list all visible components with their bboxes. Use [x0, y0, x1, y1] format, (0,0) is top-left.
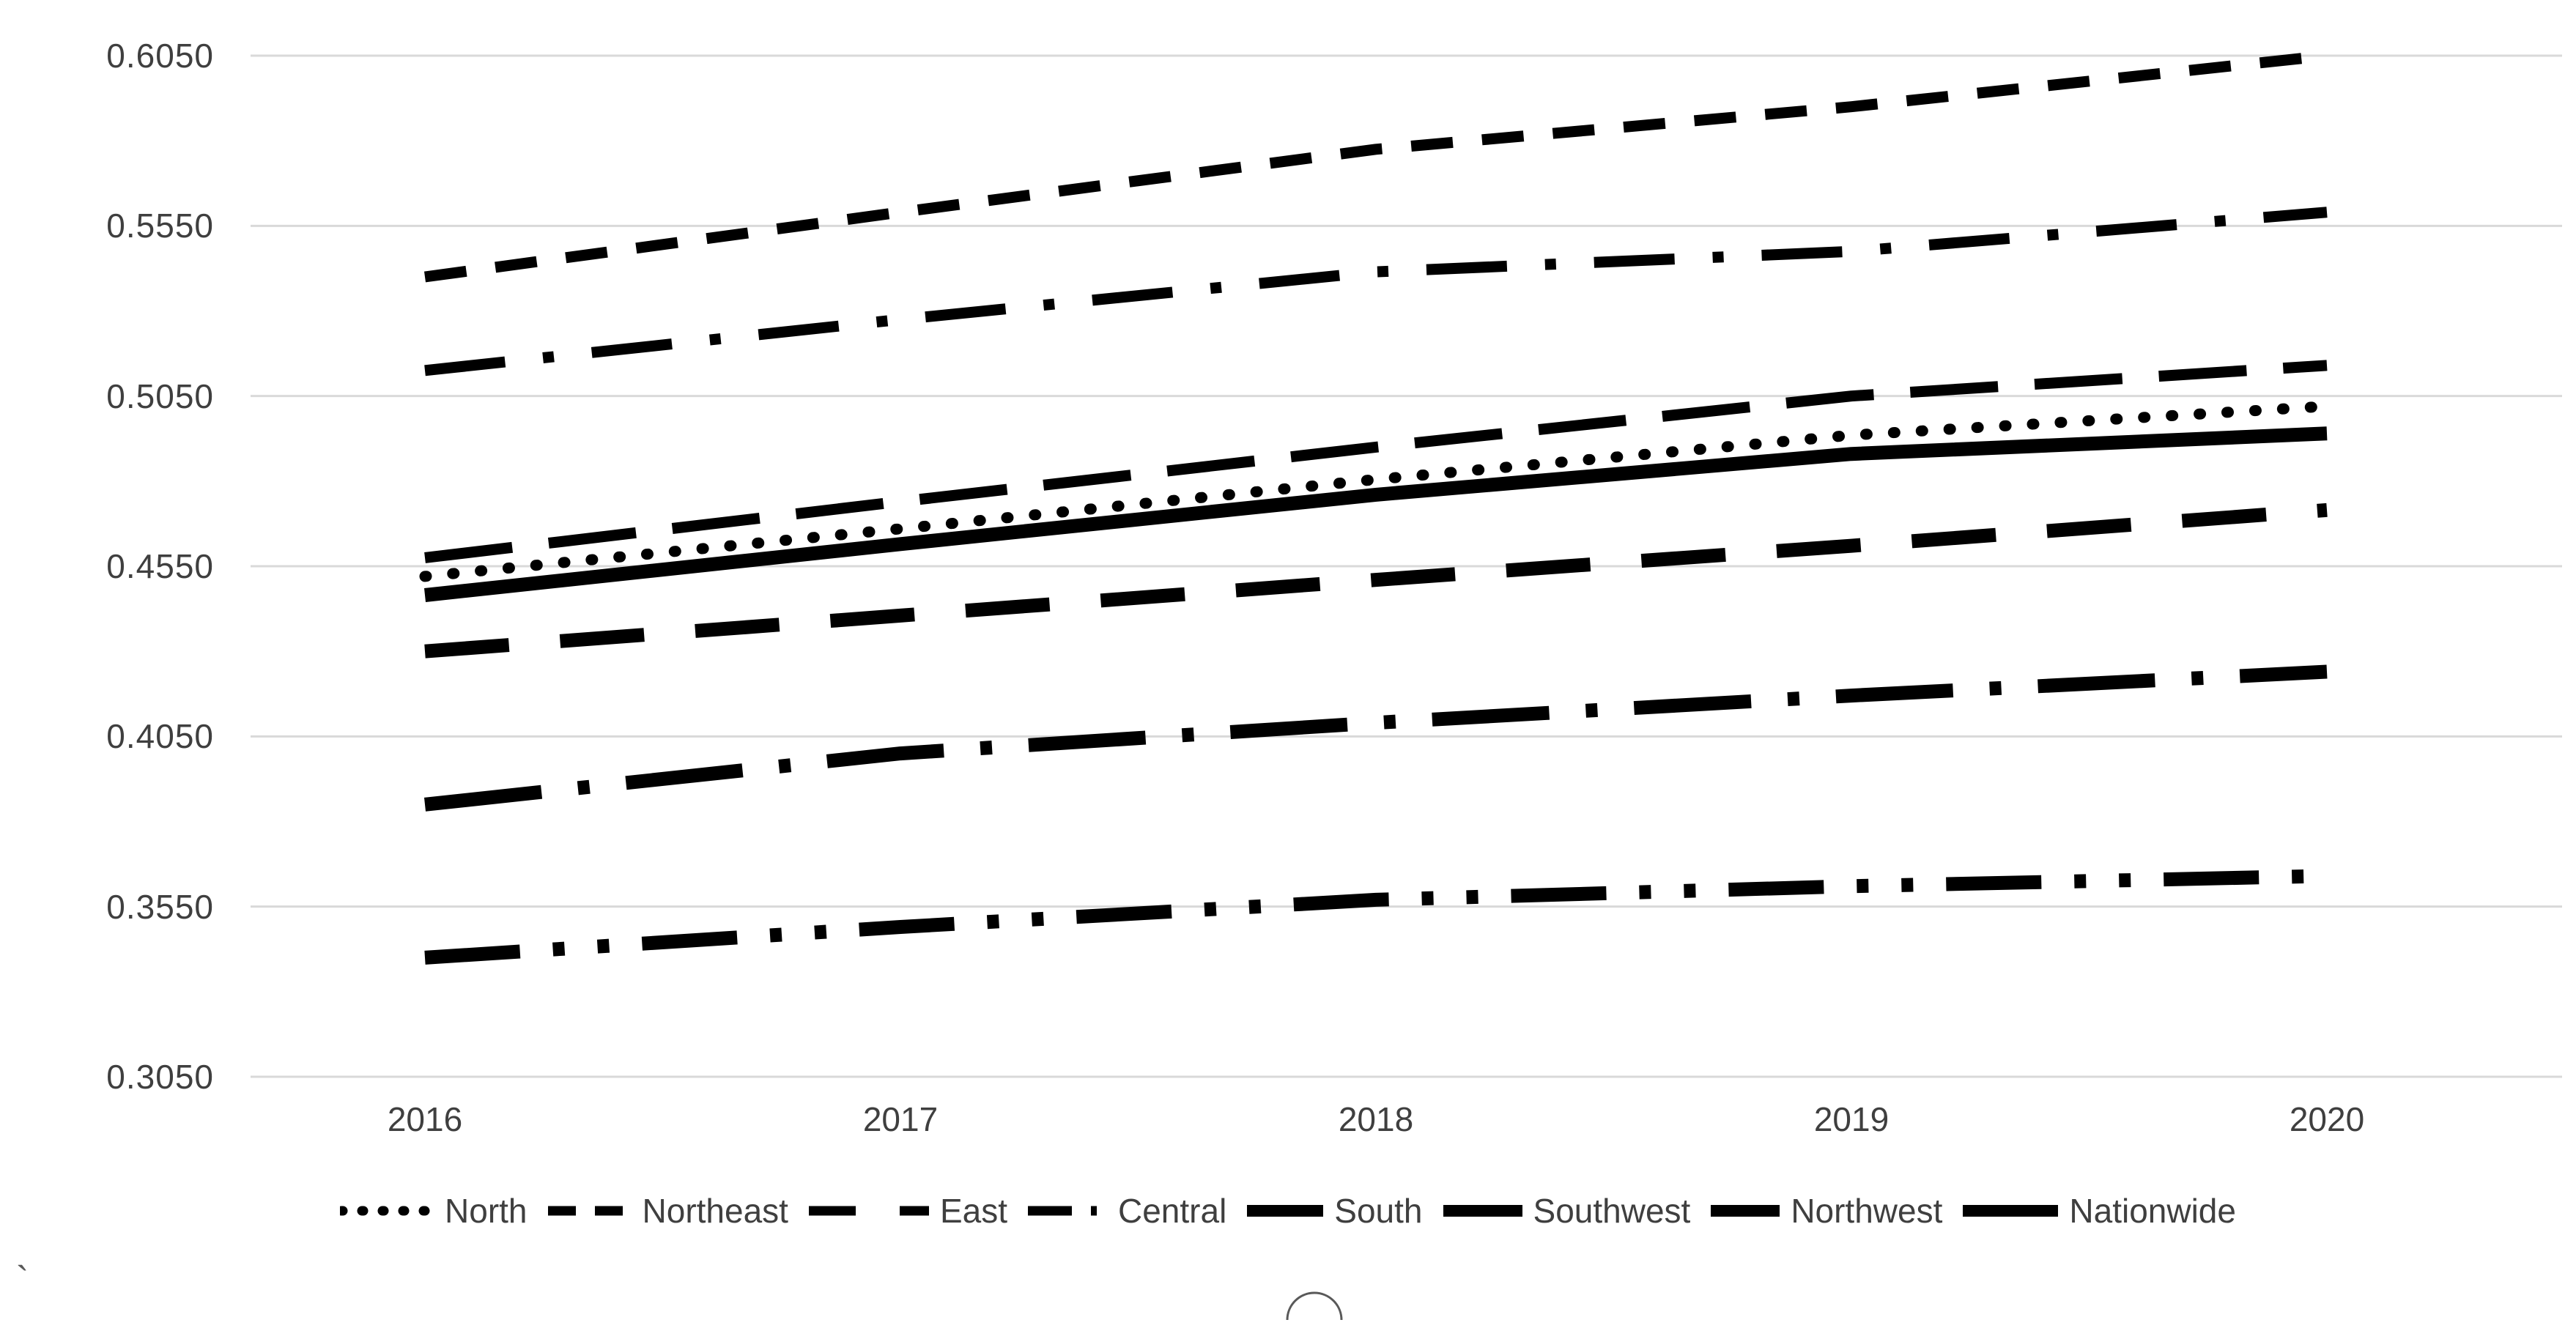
series-line-south: [423, 664, 2328, 812]
legend-item-north: North: [340, 1191, 528, 1231]
legend-marker-thick-dash-icon: [1247, 1205, 1324, 1217]
gridlines: [251, 54, 2562, 1078]
legend-item-southwest: Southwest: [1442, 1191, 1691, 1231]
legend-label: Nationwide: [2069, 1192, 2236, 1230]
legend-item-northwest: Northwest: [1709, 1191, 1942, 1231]
legend-label: South: [1334, 1192, 1423, 1230]
legend-marker-long-dash-icon: [808, 1206, 929, 1216]
y-axis-tick-label: 0.6050: [106, 37, 214, 75]
y-axis-tick-label: 0.5050: [106, 377, 214, 415]
legend-item-nationwide: Nationwide: [1961, 1191, 2236, 1231]
legend-label: Central: [1118, 1192, 1227, 1230]
x-axis-tick-label: 2020: [2289, 1100, 2365, 1138]
series-line-north: [419, 401, 2333, 582]
y-axis-tick-label: 0.5550: [106, 207, 214, 245]
y-axis-tick-label: 0.3050: [106, 1058, 214, 1096]
legend-label: Northeast: [642, 1192, 788, 1230]
x-axis-tick-label: 2017: [862, 1100, 939, 1138]
legend-item-central: Central: [1026, 1191, 1226, 1231]
x-axis-tick-label: 2018: [1338, 1100, 1414, 1138]
legend-marker-dotted-icon: [340, 1206, 436, 1216]
legend-marker-thick-dash-icon: [1711, 1205, 1780, 1217]
legend-label: North: [445, 1192, 528, 1230]
x-axis-tick-label: 2019: [1813, 1100, 1890, 1138]
x-axis-tick-label: 2016: [387, 1100, 463, 1138]
legend-item-northeast: Northeast: [547, 1191, 788, 1231]
series-lines: [419, 50, 2333, 965]
legend-marker-solid-icon: [1963, 1205, 2059, 1217]
series-line-southwest: [424, 502, 2328, 659]
series-line-east: [424, 360, 2328, 563]
legend-item-south: South: [1246, 1191, 1423, 1231]
legend-label: Northwest: [1791, 1192, 1943, 1230]
y-axis-tick-label: 0.3550: [106, 888, 214, 926]
legend-marker-dash-dot-icon: [1028, 1206, 1107, 1216]
stray-backtick-mark: `: [16, 1259, 29, 1302]
arc-mark: [1286, 1291, 1343, 1321]
legend-label: Southwest: [1533, 1192, 1691, 1230]
legend-marker-thick-dash-icon: [1443, 1205, 1522, 1217]
series-line-northwest: [424, 869, 2328, 965]
series-line-northeast: [423, 50, 2328, 283]
legend-marker-dashed-icon: [547, 1206, 632, 1216]
series-line-nationwide: [423, 426, 2328, 602]
legend-label: East: [939, 1192, 1007, 1230]
legend-item-east: East: [807, 1191, 1007, 1231]
y-axis-tick-label: 0.4550: [106, 547, 214, 585]
legend: North Northeast East Central South South…: [0, 1191, 2576, 1231]
y-axis-tick-label: 0.4050: [106, 717, 214, 755]
